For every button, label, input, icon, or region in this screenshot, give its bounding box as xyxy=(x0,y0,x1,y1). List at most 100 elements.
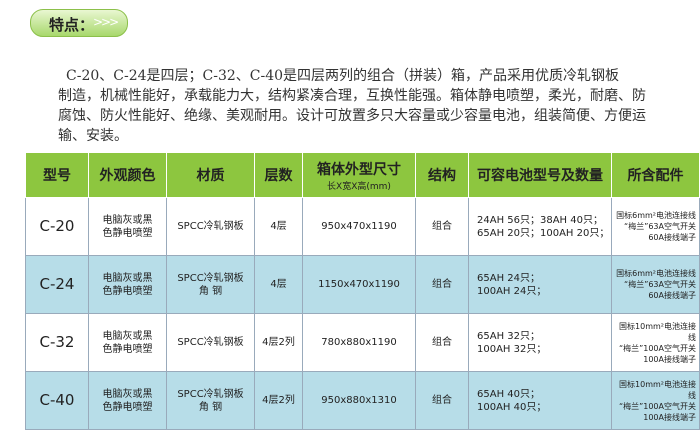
table-cell: 电脑灰或黑 色静电喷塑 xyxy=(88,255,167,314)
column-header: 材质 xyxy=(166,152,255,198)
table-cell: C-24 xyxy=(25,255,89,314)
column-title: 外观颜色 xyxy=(99,168,156,184)
table-row: C-40 电脑灰或黑 色静电喷塑 SPCC冷轧钢板角 钢 4层2列 950x880x131… xyxy=(25,371,700,430)
description-line: 腐蚀、防火性能好、绝缘、美观耐用。设计可放置多只大容量或少容量电池，组装简便、方… xyxy=(58,108,646,124)
table-cell: 国标6mm²电池连接线 “梅兰”63A空气开关 60A接线端子 xyxy=(611,197,700,256)
cell-line: “梅兰”63A空气开关 xyxy=(624,280,696,289)
cell-line: C-20 xyxy=(39,217,75,235)
header-row: 型号 外观颜色 材质 层数 箱体外型尺寸 长X宽X高(mm) 结构 可容电池型号及数量 所含配件 xyxy=(25,152,700,198)
cell-line: 角 钢 xyxy=(198,401,223,413)
table-cell: 4层 xyxy=(254,197,303,256)
cell-line: 色静电喷塑 xyxy=(102,343,153,355)
label-text: 特点： xyxy=(49,16,95,34)
column-title: 箱体外型尺寸 xyxy=(317,161,401,178)
description-line: 输、安装。 xyxy=(58,128,128,144)
table-cell: 780x880x1190 xyxy=(302,313,416,372)
cell-line: 65AH 20只；100AH 20只； xyxy=(477,227,610,239)
table-cell: 国标10mm²电池连接线 “梅兰”100A空气开关 100A接线端子 xyxy=(611,313,700,372)
cell-line: 电脑灰或黑 xyxy=(102,272,153,284)
table-cell: 国标6mm²电池连接线 “梅兰”63A空气开关 60A接线端子 xyxy=(611,255,700,314)
cell-line: 4层 xyxy=(270,279,287,290)
table-cell: C-40 xyxy=(25,371,89,430)
cell-line: 色静电喷塑 xyxy=(102,401,153,413)
column-header: 层数 xyxy=(254,152,303,198)
description: C-20、C-24是四层；C-32、C-40是四层两列的组合（拼装）箱，产品采用… xyxy=(58,66,678,146)
cell-line: SPCC冷轧钢板 xyxy=(177,221,244,232)
column-header: 箱体外型尺寸长X宽X高(mm) xyxy=(302,152,416,198)
table-cell: 组合 xyxy=(415,313,469,372)
table-cell: 电脑灰或黑 色静电喷塑 xyxy=(88,197,167,256)
table-row: C-32 电脑灰或黑 色静电喷塑 SPCC冷轧钢板 4层2列 780x880x1190 组合… xyxy=(25,313,700,372)
cell-line: 950x880x1310 xyxy=(321,395,397,406)
column-header: 所含配件 xyxy=(611,152,700,198)
cell-line: “梅兰”100A空气开关 xyxy=(618,343,696,353)
cell-line: 60A接线端子 xyxy=(648,291,696,300)
cell-line: “梅兰”100A空气开关 xyxy=(618,401,696,411)
cell-line: SPCC冷轧钢板 xyxy=(177,272,244,284)
cell-line: 60A接线端子 xyxy=(648,233,696,242)
table-cell: 950x880x1310 xyxy=(302,371,416,430)
cell-line: 4层 xyxy=(270,221,287,232)
cell-line: SPCC冷轧钢板 xyxy=(177,337,244,348)
table-cell: 24AH 56只；38AH 40只； 65AH 20只；100AH 20只； xyxy=(468,197,612,256)
cell-line: 4层2列 xyxy=(262,395,295,406)
cell-line: 100AH 24只； xyxy=(477,285,547,297)
column-header: 结构 xyxy=(415,152,469,198)
column-title: 型号 xyxy=(43,168,71,184)
cell-line: C-40 xyxy=(39,391,75,409)
cell-line: 国标10mm²电池连接线 xyxy=(619,321,696,342)
table-cell: 组合 xyxy=(415,371,469,430)
table-cell: 电脑灰或黑 色静电喷塑 xyxy=(88,371,167,430)
cell-line: 国标6mm²电池连接线 xyxy=(616,211,696,220)
table-cell: C-32 xyxy=(25,313,89,372)
table-cell: SPCC冷轧钢板角 钢 xyxy=(166,255,255,314)
description-line: C-20、C-24是四层；C-32、C-40是四层两列的组合（拼装）箱，产品采用… xyxy=(66,68,620,84)
cell-line: 100A接线端子 xyxy=(643,412,696,422)
table-cell: 65AH 40只； 100AH 40只； xyxy=(468,371,612,430)
spec-table: 型号 外观颜色 材质 层数 箱体外型尺寸 长X宽X高(mm) 结构 可容电池型号及数量 所含配件… xyxy=(25,152,700,430)
column-title: 结构 xyxy=(428,168,456,184)
column-header: 型号 xyxy=(25,152,89,198)
cell-line: 色静电喷塑 xyxy=(102,285,153,297)
table-cell: 1150x470x1190 xyxy=(302,255,416,314)
cell-line: 100AH 32只； xyxy=(477,343,547,355)
table-cell: 4层2列 xyxy=(254,313,303,372)
cell-line: 1150x470x1190 xyxy=(318,279,400,290)
cell-line: 国标10mm²电池连接线 xyxy=(619,379,696,400)
cell-line: 色静电喷塑 xyxy=(102,227,153,239)
column-header: 外观颜色 xyxy=(88,152,167,198)
table-cell: 65AH 24只； 100AH 24只； xyxy=(468,255,612,314)
cell-line: 65AH 32只； xyxy=(477,330,540,342)
cell-line: 组合 xyxy=(432,221,452,232)
table-cell: 电脑灰或黑 色静电喷塑 xyxy=(88,313,167,372)
table-cell: 65AH 32只； 100AH 32只； xyxy=(468,313,612,372)
table-cell: C-20 xyxy=(25,197,89,256)
cell-line: 组合 xyxy=(432,337,452,348)
table-cell: SPCC冷轧钢板 xyxy=(166,197,255,256)
cell-line: 780x880x1190 xyxy=(321,337,397,348)
cell-line: 国标6mm²电池连接线 xyxy=(616,269,696,278)
table-cell: 4层2列 xyxy=(254,371,303,430)
table-cell: 组合 xyxy=(415,197,469,256)
table-cell: 4层 xyxy=(254,255,303,314)
column-title: 材质 xyxy=(196,168,225,184)
cell-line: 电脑灰或黑 xyxy=(102,214,153,226)
column-subtitle: 长X宽X高(mm) xyxy=(327,181,391,192)
table-cell: 组合 xyxy=(415,255,469,314)
cell-line: 组合 xyxy=(432,279,452,290)
cell-line: SPCC冷轧钢板 xyxy=(177,388,244,400)
table-cell: SPCC冷轧钢板 xyxy=(166,313,255,372)
column-title: 层数 xyxy=(264,168,293,184)
cell-line: 65AH 24只； xyxy=(477,272,540,284)
cell-line: 电脑灰或黑 xyxy=(102,330,153,342)
description-line: 制造，机械性能好，承载能力大，结构紧凑合理，互换性能强。箱体静电喷塑，柔光，耐磨… xyxy=(58,88,646,104)
table-cell: SPCC冷轧钢板角 钢 xyxy=(166,371,255,430)
section-label: 特点： >>> xyxy=(30,9,128,37)
column-header: 可容电池型号及数量 xyxy=(468,152,612,198)
cell-line: 4层2列 xyxy=(262,337,295,348)
arrows: >>> xyxy=(93,15,119,29)
column-title: 可容电池型号及数量 xyxy=(477,168,603,184)
table-cell: 950x470x1190 xyxy=(302,197,416,256)
cell-line: C-24 xyxy=(39,275,75,293)
